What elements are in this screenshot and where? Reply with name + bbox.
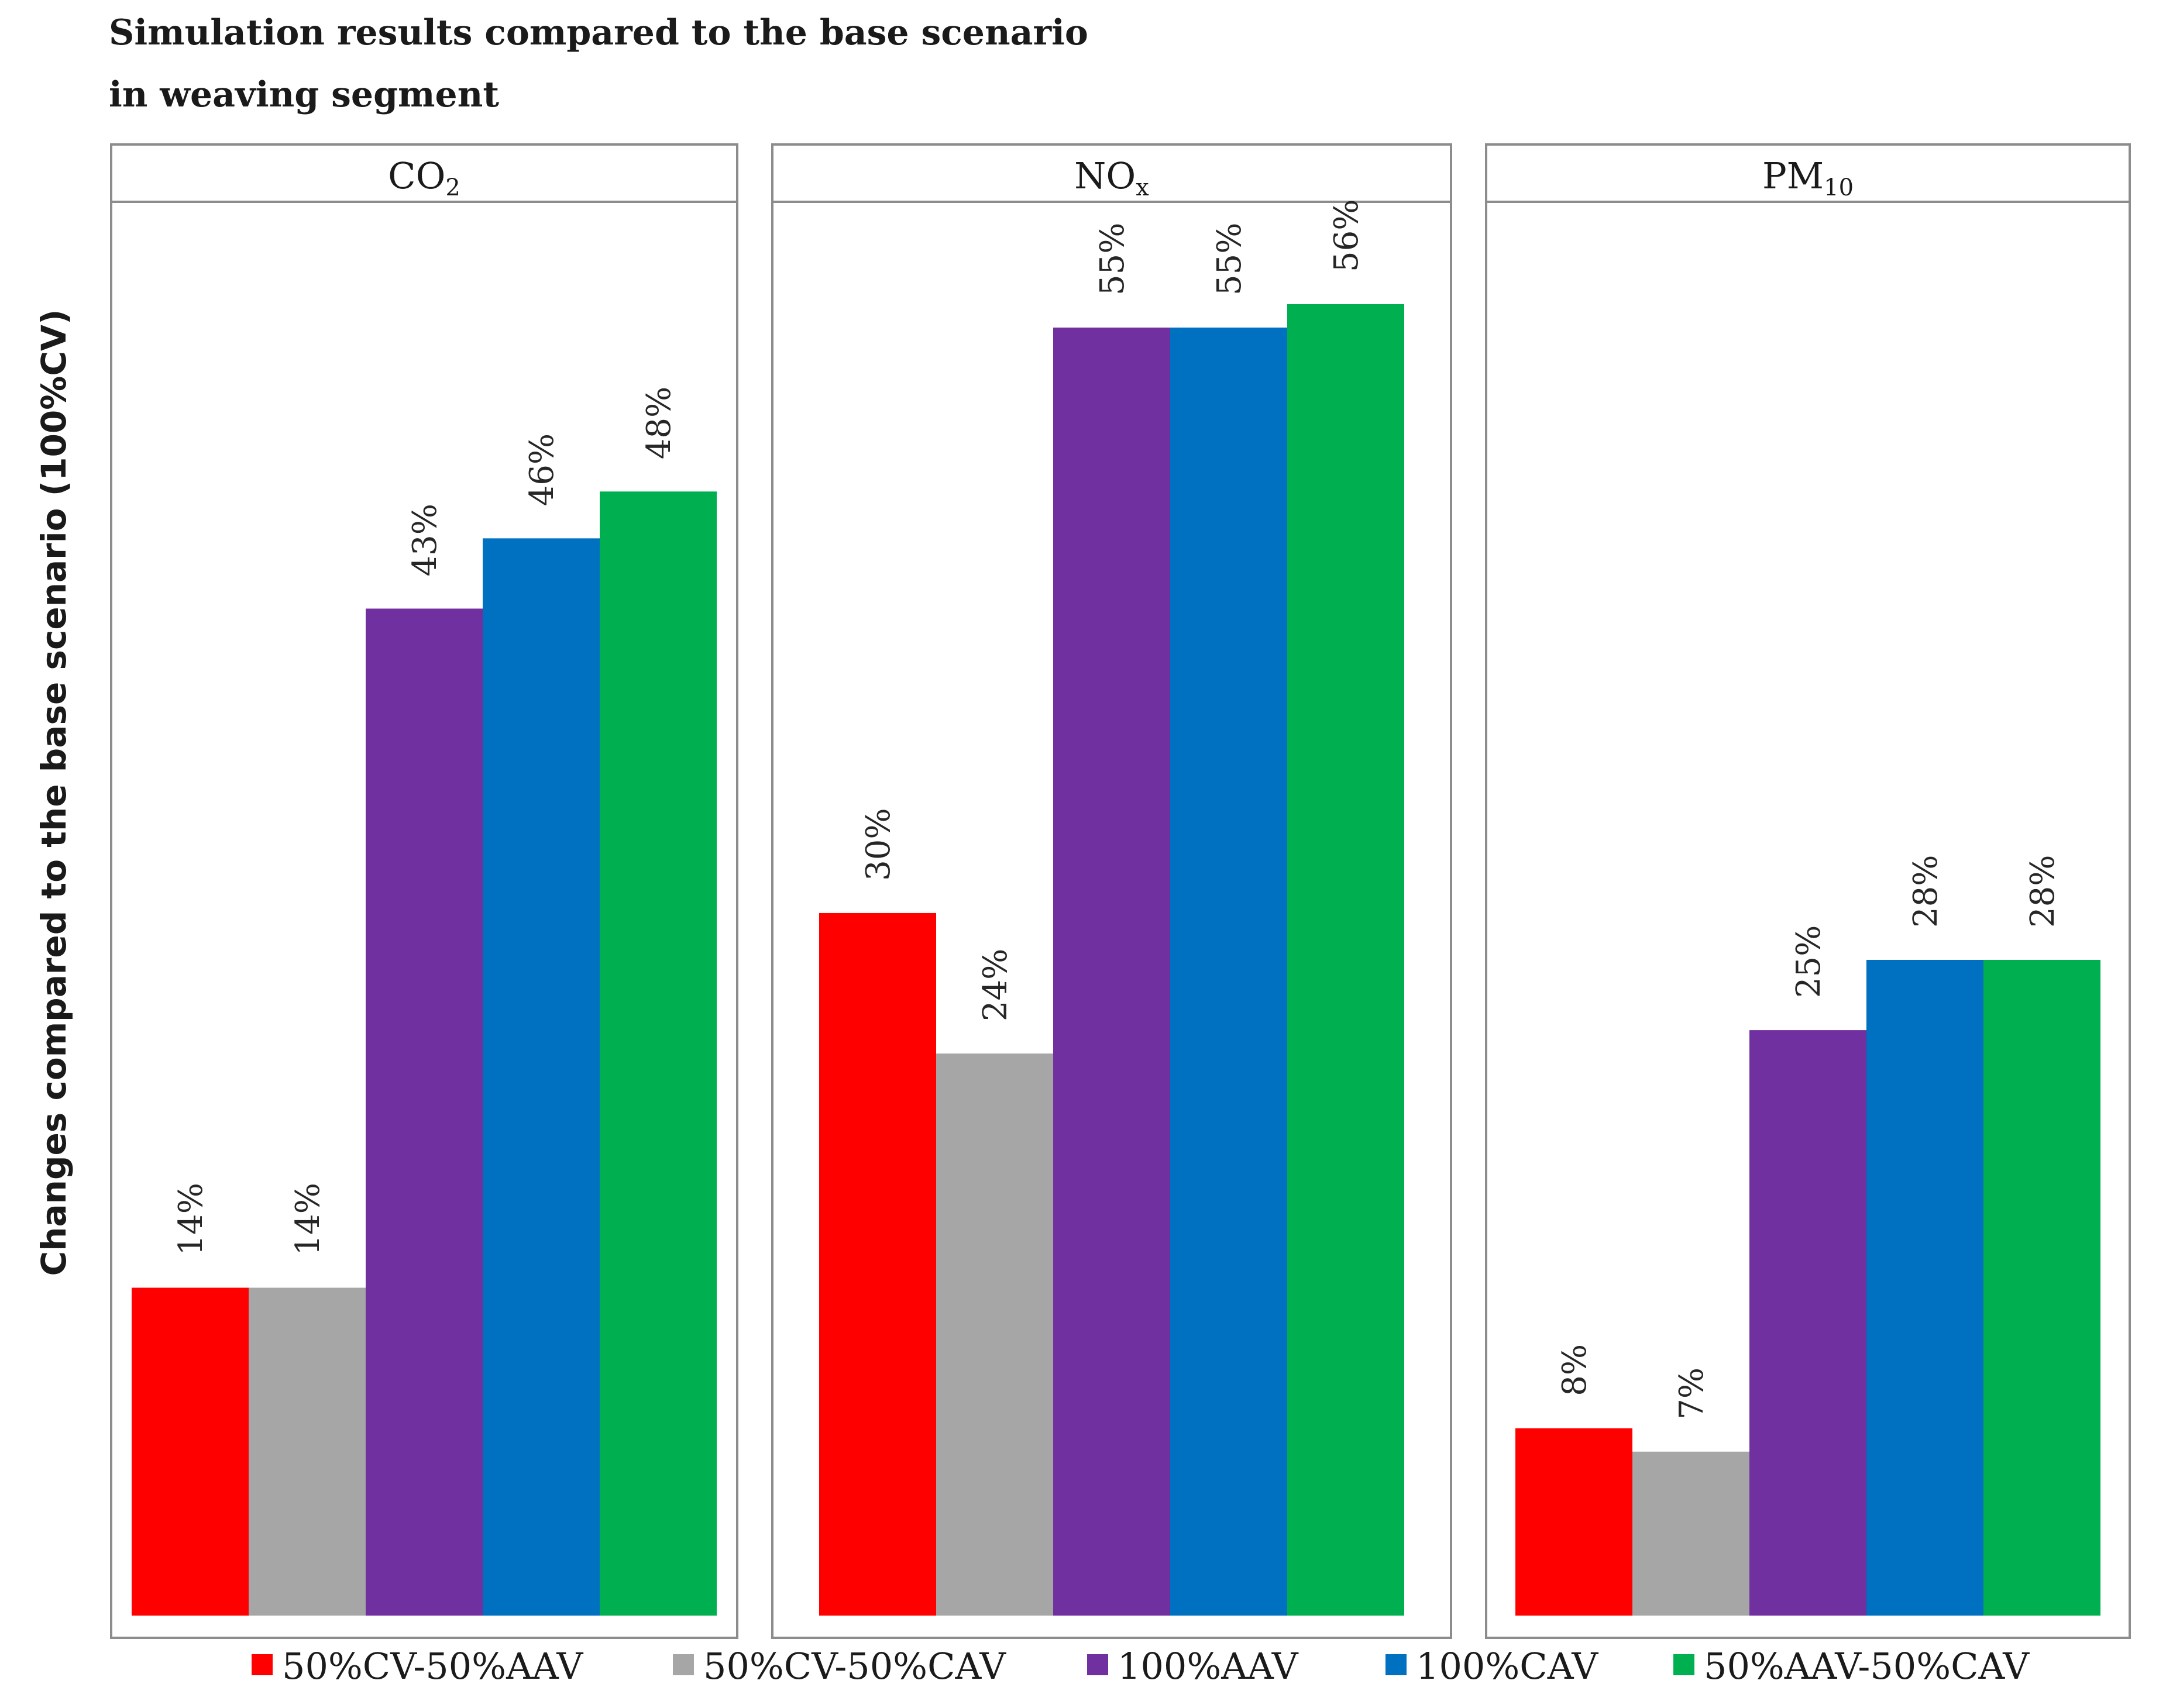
data-label: 24% xyxy=(977,949,1015,1021)
panel-header xyxy=(1485,143,2131,203)
legend-label: 50%CV-50%CAV xyxy=(703,1645,1006,1688)
bar-100pctcav xyxy=(1866,960,1983,1616)
data-label: 43% xyxy=(406,504,444,576)
legend-item: 50%CV-50%CAV xyxy=(673,1645,1006,1688)
bar-50pctcv-50pctcav xyxy=(936,1053,1053,1616)
legend-swatch xyxy=(1385,1654,1407,1675)
panels-group: CO2 14% 14% 43% 46% 48% NOx 30% 24% 55% 55% 56% PM10… xyxy=(110,143,2131,1639)
legend-item: 100%CAV xyxy=(1385,1645,1598,1688)
legend-label: 100%CAV xyxy=(1416,1645,1598,1688)
bar-100pctaav xyxy=(1053,328,1170,1616)
data-label: 30% xyxy=(859,808,898,880)
data-label: 48% xyxy=(640,387,678,459)
legend-label: 50%CV-50%AAV xyxy=(282,1645,584,1688)
bar-50pctcv-50pctaav xyxy=(132,1287,249,1616)
y-axis-label: Changes compared to the base scenario (1… xyxy=(34,309,74,1276)
legend-item: 50%AAV-50%CAV xyxy=(1673,1645,2030,1688)
bar-50pctcv-50pctcav xyxy=(249,1287,366,1616)
legend-item: 50%CV-50%AAV xyxy=(252,1645,584,1688)
panel-3: PM10 8% 7% 25% 28% 28% xyxy=(1485,143,2131,1639)
legend: 50%CV-50%AAV 50%CV-50%CAV 100%AAV 100%CAV 50… xyxy=(252,1645,2030,1688)
legend-swatch xyxy=(673,1654,694,1675)
chart-title-line-1: Simulation results compared to the base … xyxy=(109,12,1088,53)
panel-2: NOx 30% 24% 55% 55% 56% xyxy=(771,143,1452,1639)
data-label: 56% xyxy=(1328,199,1366,272)
bar-50pctcv-50pctaav xyxy=(1515,1428,1632,1616)
panel-title: NOx xyxy=(1074,154,1149,201)
legend-swatch xyxy=(1087,1654,1108,1675)
data-label: 55% xyxy=(1094,223,1132,295)
data-label: 8% xyxy=(1556,1344,1594,1396)
panel-title: PM10 xyxy=(1762,154,1854,201)
panel-header xyxy=(110,143,738,203)
bar-50pctcv-50pctaav xyxy=(819,912,936,1616)
bar-50pctaav-50pctcav xyxy=(1983,960,2100,1616)
legend-label: 50%AAV-50%CAV xyxy=(1704,1645,2030,1688)
bar-50pctaav-50pctcav xyxy=(600,491,717,1616)
data-label: 7% xyxy=(1673,1368,1711,1420)
bar-100pctcav xyxy=(483,538,600,1616)
bar-50pctcv-50pctcav xyxy=(1632,1451,1749,1616)
bar-100pctcav xyxy=(1170,328,1287,1616)
legend-swatch xyxy=(252,1654,273,1675)
data-label: 14% xyxy=(172,1183,210,1255)
data-label: 14% xyxy=(289,1183,327,1255)
legend-label: 100%AAV xyxy=(1118,1645,1299,1688)
panel-title: CO2 xyxy=(388,154,460,201)
data-label: 46% xyxy=(523,433,561,506)
panel-header xyxy=(771,143,1452,203)
data-label: 28% xyxy=(2024,855,2062,928)
legend-item: 100%AAV xyxy=(1087,1645,1299,1688)
bar-100pctaav xyxy=(1749,1030,1866,1616)
legend-swatch xyxy=(1673,1654,1694,1675)
bar-100pctaav xyxy=(366,608,483,1616)
panel-1: CO2 14% 14% 43% 46% 48% xyxy=(110,143,738,1639)
data-label: 55% xyxy=(1211,223,1249,295)
chart-title-line-2: in weaving segment xyxy=(109,74,499,115)
bar-50pctaav-50pctcav xyxy=(1287,304,1404,1616)
data-label: 28% xyxy=(1907,855,1945,928)
data-label: 25% xyxy=(1790,925,1828,998)
